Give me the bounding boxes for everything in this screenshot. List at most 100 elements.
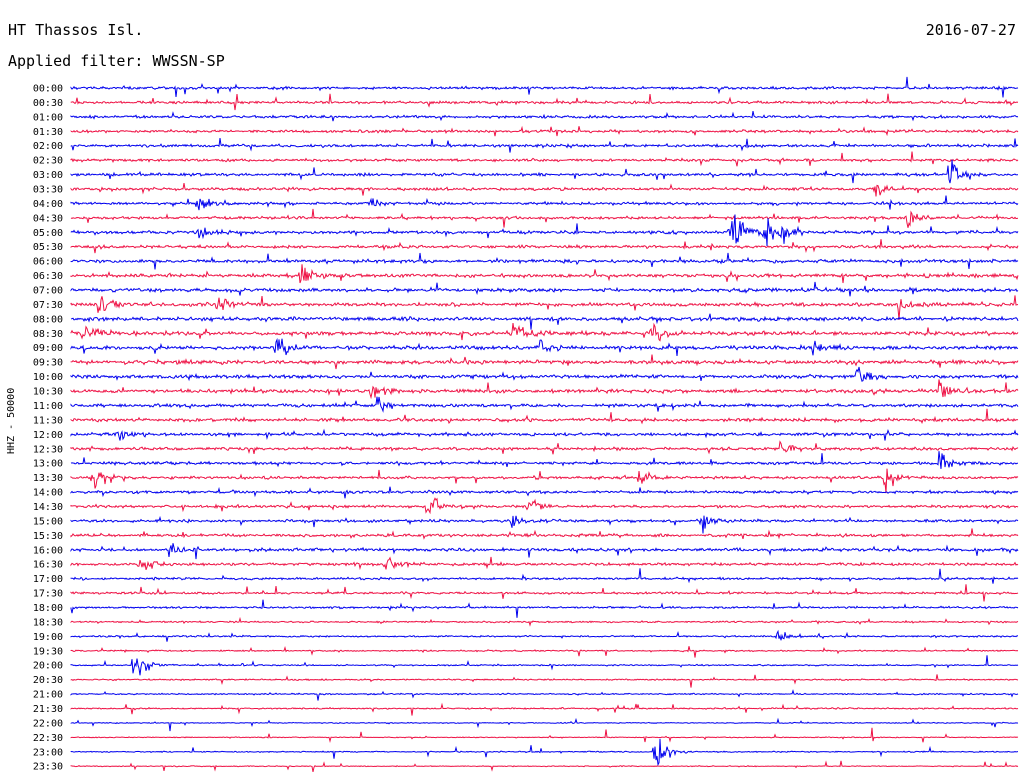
- row-label: 06:00: [33, 257, 63, 268]
- trace-line: [70, 195, 1019, 211]
- row-label: 23:00: [33, 747, 63, 758]
- row-label: 16:00: [33, 545, 63, 556]
- row-label: 04:00: [33, 199, 63, 210]
- station-title: HT Thassos Isl.: [8, 21, 144, 39]
- row-label: 09:30: [33, 358, 63, 369]
- row-label: 18:00: [33, 603, 63, 614]
- row-labels: 00:00 00:30 01:00 01:30 02:00 02:30 03:00 03:30…: [33, 84, 63, 773]
- trace-line: [70, 629, 1019, 642]
- row-label: 15:30: [33, 531, 63, 542]
- trace-line: [70, 366, 1019, 382]
- trace-line: [70, 760, 1019, 773]
- trace-line: [70, 655, 1019, 676]
- trace-line: [70, 616, 1019, 627]
- date-label: 2016-07-27: [925, 21, 1016, 39]
- trace-line: [70, 408, 1019, 425]
- trace-line: [70, 396, 1019, 413]
- row-label: 05:30: [33, 242, 63, 253]
- row-label: 12:00: [33, 430, 63, 441]
- row-label: 20:00: [33, 661, 63, 672]
- row-label: 13:30: [33, 473, 63, 484]
- row-label: 22:30: [33, 733, 63, 744]
- trace-line: [70, 76, 1019, 98]
- row-label: 07:30: [33, 300, 63, 311]
- trace-line: [70, 528, 1019, 540]
- row-label: 17:30: [33, 589, 63, 600]
- row-label: 11:00: [33, 401, 63, 412]
- trace-line: [70, 468, 1019, 494]
- row-label: 01:30: [33, 127, 63, 138]
- row-label: 15:00: [33, 516, 63, 527]
- row-label: 21:00: [33, 690, 63, 701]
- trace-line: [70, 599, 1019, 618]
- trace-line: [70, 568, 1019, 584]
- row-label: 12:30: [33, 444, 63, 455]
- trace-line: [70, 183, 1019, 197]
- trace-line: [70, 313, 1019, 330]
- trace-line: [70, 214, 1019, 247]
- row-label: 08:00: [33, 314, 63, 325]
- trace-line: [70, 486, 1019, 499]
- row-label: 17:00: [33, 574, 63, 585]
- row-label: 18:30: [33, 617, 63, 628]
- row-label: 00:30: [33, 98, 63, 109]
- row-label: 00:00: [33, 84, 63, 95]
- row-label: 04:30: [33, 213, 63, 224]
- row-label: 22:00: [33, 718, 63, 729]
- trace-line: [70, 515, 1019, 534]
- row-label: 23:30: [33, 762, 63, 773]
- trace-line: [70, 111, 1019, 122]
- trace-line: [70, 428, 1019, 441]
- trace-line: [70, 440, 1019, 455]
- row-label: 09:00: [33, 343, 63, 354]
- trace-line: [70, 674, 1019, 688]
- row-label: 03:00: [33, 170, 63, 181]
- trace-line: [70, 159, 1018, 184]
- trace-line: [70, 497, 1019, 515]
- trace-line: [70, 556, 1019, 571]
- row-label: 05:00: [33, 228, 63, 239]
- row-label: 10:30: [33, 387, 63, 398]
- row-label: 07:00: [33, 286, 63, 297]
- trace-line: [70, 264, 1019, 284]
- row-label: 19:00: [33, 632, 63, 643]
- trace-line: [70, 151, 1019, 167]
- trace-line: [70, 138, 1019, 153]
- trace-line: [70, 727, 1019, 743]
- trace-line: [70, 125, 1019, 137]
- trace-line: [70, 702, 1019, 716]
- trace-line: [70, 239, 1019, 254]
- filter-label: Applied filter: WWSSN-SP: [8, 52, 225, 70]
- trace-line: [70, 645, 1019, 658]
- row-label: 20:30: [33, 675, 63, 686]
- trace-line: [70, 354, 1019, 370]
- row-label: 02:30: [33, 156, 63, 167]
- row-label: 03:30: [33, 185, 63, 196]
- trace-line: [70, 322, 1019, 342]
- row-label: 19:30: [33, 646, 63, 657]
- trace-line: [70, 689, 1019, 701]
- row-label: 21:30: [33, 704, 63, 715]
- row-label: 13:00: [33, 459, 63, 470]
- row-label: 08:30: [33, 329, 63, 340]
- row-label: 14:30: [33, 502, 63, 513]
- row-label: 11:30: [33, 415, 63, 426]
- row-label: 14:00: [33, 488, 63, 499]
- row-label: 01:00: [33, 112, 63, 123]
- trace-line: [70, 543, 1019, 560]
- trace-line: [70, 337, 1019, 357]
- trace-line: [70, 295, 1019, 320]
- traces: [70, 76, 1019, 773]
- row-label: 02:00: [33, 141, 63, 152]
- trace-line: [70, 584, 1019, 602]
- trace-line: [70, 738, 1019, 767]
- trace-line: [70, 379, 1019, 400]
- trace-line: [70, 93, 1019, 111]
- row-label: 06:30: [33, 271, 63, 282]
- row-label: 10:00: [33, 372, 63, 383]
- trace-line: [70, 451, 1018, 469]
- row-label: 16:30: [33, 560, 63, 571]
- trace-line: [70, 281, 1019, 297]
- trace-line: [70, 252, 1019, 270]
